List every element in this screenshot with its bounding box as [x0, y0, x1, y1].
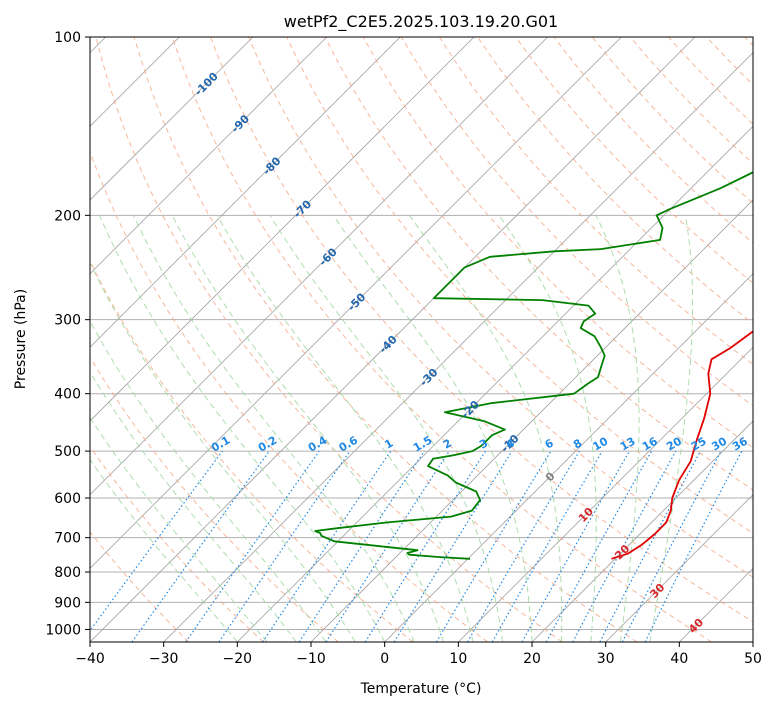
- isotherm-line: [90, 37, 401, 348]
- x-axis-title: Temperature (°C): [360, 681, 482, 697]
- chart-title: wetPf2_C2E5.2025.103.19.20.G01: [284, 12, 558, 32]
- isotherm-line: [90, 37, 254, 201]
- dry-adiabat-line: [90, 531, 190, 642]
- dry-adiabat-line: [171, 37, 712, 642]
- dry-adiabat-line: [133, 37, 638, 642]
- mixing-ratio-line: [393, 450, 513, 642]
- x-tick-label: 40: [670, 651, 688, 667]
- isotherm-line: [531, 420, 753, 642]
- y-tick-label: 500: [54, 444, 81, 460]
- mixing-ratio-line: [185, 450, 320, 642]
- mixing-ratio-line: [131, 450, 270, 642]
- mixing-ratio-line: [262, 450, 392, 642]
- mixing-ratio-line: [325, 450, 450, 642]
- dry-adiabat-line: [438, 37, 753, 366]
- moist-adiabat-line: [90, 320, 327, 642]
- y-tick-label: 900: [54, 595, 81, 611]
- moist-adiabat-line: [171, 215, 445, 642]
- isotherm-line: [163, 52, 753, 642]
- mixing-ratio-line: [298, 450, 425, 642]
- mixing-ratio-line: [90, 450, 223, 632]
- moist-adiabat-line: [649, 215, 694, 642]
- x-tick-label: −30: [149, 651, 179, 667]
- sounding-series: [314, 171, 753, 560]
- moist-adiabat-line: [90, 370, 297, 642]
- isotherm-line: [90, 37, 327, 275]
- y-tick-label: 800: [54, 565, 81, 581]
- isotherm-line: [605, 494, 753, 642]
- moist-adiabat-line: [90, 416, 268, 642]
- dry-adiabat-line: [400, 37, 753, 407]
- dewpoint-trace: [314, 171, 753, 560]
- x-tick-label: −40: [75, 651, 105, 667]
- x-tick-label: 30: [597, 651, 615, 667]
- temperature-trace: [611, 330, 753, 560]
- isotherm-line: [90, 37, 548, 496]
- dry-adiabat-line: [90, 150, 488, 642]
- mixing-ratio-line: [572, 450, 677, 642]
- mixing-ratio-line: [218, 450, 351, 642]
- isobar-gridlines: [90, 37, 753, 630]
- moist-adiabat-line: [216, 215, 474, 642]
- x-axis-ticks: −40 −30 −20 −10 0 10 20 30 40 50: [75, 642, 762, 667]
- isotherm-line: [458, 346, 753, 642]
- x-tick-label: −10: [296, 651, 326, 667]
- mixing-ratio-line: [644, 450, 743, 642]
- x-tick-label: 10: [449, 651, 467, 667]
- mixing-ratio-line: [545, 450, 653, 642]
- y-tick-label: 300: [54, 313, 81, 329]
- isotherm-line: [90, 37, 696, 642]
- y-tick-label: 400: [54, 387, 81, 403]
- moist-adiabat-line: [99, 215, 386, 642]
- x-tick-label: 20: [523, 651, 541, 667]
- x-tick-label: 0: [380, 651, 389, 667]
- dry-adiabat-line: [95, 37, 563, 642]
- y-tick-label: 700: [54, 531, 81, 547]
- dry-adiabat-line: [248, 37, 753, 578]
- mixing-ratio-line: [521, 450, 631, 642]
- dry-adiabat-line: [515, 37, 753, 284]
- moist-adiabat-line: [90, 458, 238, 642]
- isotherm-gridlines: [90, 37, 753, 642]
- moist-adiabat-line: [408, 215, 563, 642]
- x-tick-label: −20: [223, 651, 253, 667]
- y-tick-label: 200: [54, 208, 81, 224]
- isotherm-line: [90, 37, 622, 569]
- isotherm-line: [90, 37, 475, 422]
- y-tick-label: 1000: [45, 622, 81, 638]
- moist-adiabat-line: [269, 215, 503, 642]
- y-axis-title: Pressure (hPa): [13, 289, 29, 389]
- isotherm-line: [384, 273, 753, 642]
- y-tick-label: 600: [54, 491, 81, 507]
- dry-adiabat-line: [90, 356, 339, 642]
- moist-adiabat-line: [332, 215, 533, 642]
- dry-adiabat-line: [90, 259, 414, 642]
- moist-adiabat-line: [90, 261, 356, 642]
- dry-adiabat-line: [90, 445, 264, 642]
- moist-adiabat-line: [133, 215, 415, 642]
- y-axis-ticks: 100 200 300 400 500 600 700 800 900 1000: [45, 30, 90, 638]
- plot-frame: [89, 36, 754, 643]
- y-tick-label: 100: [54, 30, 81, 46]
- x-tick-label: 50: [744, 651, 762, 667]
- moist-adiabats: [90, 215, 694, 642]
- mixing-ratio-lines: [90, 450, 743, 642]
- moist-adiabat-line: [595, 215, 640, 642]
- dry-adiabat-line: [210, 37, 753, 623]
